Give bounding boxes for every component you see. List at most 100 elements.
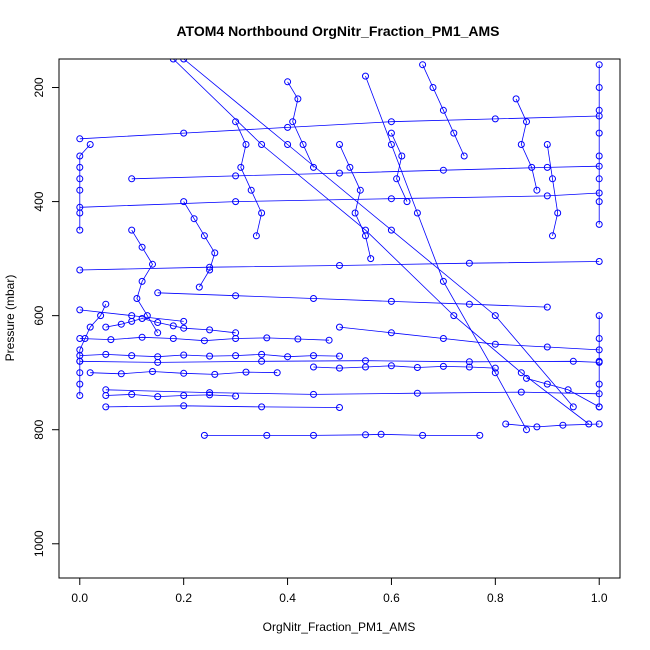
data-point [564, 386, 572, 394]
data-point [263, 334, 271, 342]
data-point [549, 232, 556, 240]
data-point [429, 84, 437, 91]
data-point [117, 320, 125, 328]
profile-line [313, 365, 496, 369]
data-point [439, 277, 447, 285]
data-point [128, 312, 136, 320]
data-point [206, 391, 214, 399]
data-point [232, 198, 240, 206]
profile-line [79, 144, 91, 231]
profile-line [183, 59, 574, 408]
data-point [595, 346, 603, 354]
data-point [517, 388, 525, 396]
x-tick-label: 0.6 [383, 591, 400, 605]
profile-line [79, 115, 600, 140]
data-point [387, 129, 395, 137]
profile-line [79, 353, 340, 358]
data-point [419, 431, 427, 439]
data-point [439, 335, 447, 342]
data-point [476, 431, 484, 439]
data-point [81, 335, 89, 342]
data-point [232, 335, 240, 342]
data-point [252, 232, 260, 240]
data-point [595, 152, 603, 160]
data-point [403, 198, 411, 206]
data-point [439, 362, 447, 370]
data-point [76, 186, 84, 194]
x-tick-label: 0.4 [279, 591, 296, 605]
data-point [367, 255, 375, 263]
data-point [502, 420, 510, 428]
data-point [351, 209, 359, 217]
data-point [107, 336, 115, 344]
profile-line [339, 144, 372, 259]
profile-line [79, 261, 600, 271]
data-point [439, 166, 447, 174]
data-point [76, 203, 84, 211]
data-point [543, 163, 551, 171]
data-point [387, 141, 395, 148]
data-point [76, 163, 84, 171]
data-point [180, 402, 188, 410]
data-point [206, 266, 214, 274]
data-point [76, 357, 84, 365]
data-point [595, 189, 603, 197]
data-point [76, 175, 84, 183]
data-point [554, 209, 562, 217]
data-point [232, 392, 240, 400]
data-point [595, 335, 603, 342]
data-point [102, 350, 110, 358]
data-point [117, 370, 125, 378]
data-point [569, 357, 577, 365]
series-points [76, 59, 603, 439]
chart-title: ATOM4 Northbound OrgNitr_Fraction_PM1_AM… [176, 23, 499, 39]
profile-line [105, 389, 600, 395]
data-point [273, 369, 281, 377]
data-point [258, 141, 266, 148]
data-point [180, 317, 188, 325]
data-point [523, 426, 530, 434]
data-point [76, 135, 84, 143]
data-point [398, 152, 406, 160]
data-point [263, 431, 271, 439]
data-point [284, 353, 292, 361]
data-point [211, 249, 219, 257]
data-point [128, 175, 136, 183]
data-point [465, 363, 473, 371]
data-point [460, 152, 468, 160]
data-point [284, 141, 292, 148]
data-point [336, 323, 343, 331]
data-point [413, 364, 421, 371]
data-point [206, 389, 214, 397]
data-point [336, 262, 343, 269]
y-tick-label: 200 [32, 77, 46, 97]
data-point [523, 374, 530, 382]
data-point [310, 363, 317, 371]
data-point [595, 258, 603, 265]
data-point [232, 292, 240, 300]
data-point [76, 306, 84, 314]
profile-line [90, 371, 278, 375]
profile-line [422, 64, 465, 157]
data-point [232, 118, 240, 126]
y-tick-label: 1000 [32, 530, 46, 557]
data-point [211, 370, 219, 378]
data-point [258, 350, 266, 358]
data-point [336, 404, 343, 411]
data-point [595, 390, 603, 398]
profile-line [105, 393, 236, 398]
profile-line [339, 326, 600, 351]
data-point [242, 368, 250, 376]
data-point [86, 369, 94, 377]
data-point [362, 72, 369, 80]
data-point [362, 431, 369, 439]
data-point [76, 335, 84, 342]
data-point [533, 423, 541, 431]
data-point [595, 162, 603, 170]
y-axis: 200 400 600 800 1000 [32, 77, 60, 557]
data-point [180, 392, 188, 399]
data-point [377, 430, 385, 438]
data-point [289, 118, 297, 126]
data-point [465, 358, 473, 366]
